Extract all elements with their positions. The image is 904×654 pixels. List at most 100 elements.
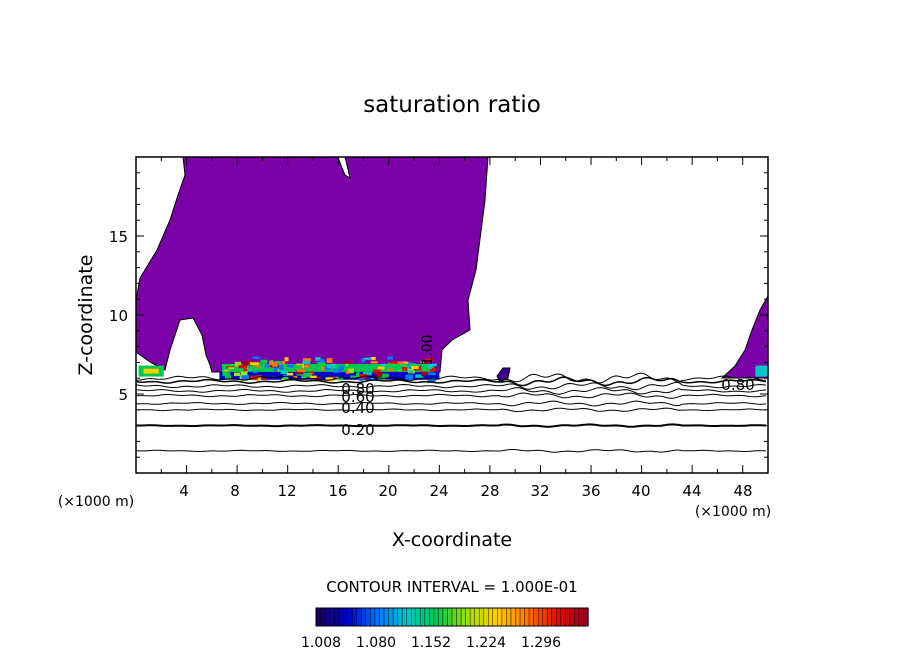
colorbar-swatch <box>370 607 376 627</box>
band-cell <box>228 367 235 370</box>
x-tick-label: 36 <box>581 482 600 500</box>
contour-label: 1.00 <box>420 334 436 365</box>
colorbar-swatch <box>442 607 449 627</box>
colorbar <box>315 607 589 627</box>
colorbar-swatch <box>510 607 517 627</box>
edge-band-right <box>755 365 768 377</box>
band-cell <box>362 371 372 376</box>
colorbar-swatch <box>365 607 372 627</box>
colorbar-swatch <box>388 607 394 627</box>
band-cell <box>370 361 378 364</box>
band-cell <box>233 372 241 377</box>
band-cell <box>373 369 381 374</box>
colorbar-swatch <box>574 607 580 627</box>
band-cell <box>280 370 288 375</box>
colorbar-swatch <box>379 607 385 627</box>
band-cell <box>419 376 424 379</box>
small-cell-blob <box>496 367 511 383</box>
band-cell <box>429 368 437 372</box>
colorbar-swatch <box>329 607 335 627</box>
x-tick-label: 8 <box>230 482 240 500</box>
cloud-layer-band <box>138 356 768 384</box>
colorbar-swatch <box>492 607 498 627</box>
band-cell <box>420 360 424 364</box>
band-cell <box>386 368 395 371</box>
x-tick-label: 48 <box>733 482 752 500</box>
colorbar-swatch <box>537 607 544 627</box>
colorbar-swatch <box>501 607 508 627</box>
band-cell <box>264 364 270 368</box>
colorbar-swatch <box>374 607 381 627</box>
band-cell <box>356 372 360 377</box>
band-cell <box>405 374 414 380</box>
band-cell <box>377 366 385 370</box>
band-cell <box>278 365 284 370</box>
colorbar-swatch <box>433 607 440 627</box>
contour-line <box>136 372 767 384</box>
band-cell <box>286 364 294 368</box>
contour-line <box>136 381 767 391</box>
band-cell <box>250 362 259 366</box>
band-cell <box>427 364 432 370</box>
chart-title: saturation ratio <box>363 92 541 118</box>
band-cell <box>248 360 253 363</box>
band-cell <box>387 362 395 365</box>
colorbar-swatch <box>415 607 421 627</box>
colorbar-swatch <box>465 607 471 627</box>
band-cell <box>425 357 433 362</box>
band-cell <box>428 372 437 376</box>
colorbar-swatch <box>497 607 503 627</box>
band-cell <box>347 368 355 374</box>
band-cell <box>258 377 268 380</box>
colorbar-frame <box>315 607 589 627</box>
band-cell <box>387 356 393 360</box>
colorbar-swatch <box>420 607 426 627</box>
band-cell <box>427 378 435 384</box>
band-cell <box>411 365 419 369</box>
band-cell <box>273 367 278 372</box>
band-cell <box>345 363 349 366</box>
colorbar-labels: 1.008 1.080 1.152 1.224 1.296 <box>301 635 561 651</box>
x-axis-title: X-coordinate <box>392 529 512 551</box>
band-cell <box>338 365 345 371</box>
band-cell <box>304 363 310 368</box>
colorbar-swatch <box>343 607 349 627</box>
band-cell <box>252 356 261 359</box>
x-tick-label: 44 <box>682 482 701 500</box>
colorbar-swatch <box>528 607 535 627</box>
colorbar-swatch <box>483 607 489 627</box>
band-cell <box>390 361 398 364</box>
band-cell <box>255 375 263 378</box>
colorbar-swatch <box>424 607 430 627</box>
colorbar-label: 1.008 <box>301 635 341 651</box>
colorbar-swatch <box>361 607 367 627</box>
colorbar-swatch <box>411 607 417 627</box>
band-cell <box>359 378 364 381</box>
colorbar-swatch <box>320 607 326 627</box>
band-cell <box>240 371 248 377</box>
band-cell <box>303 372 312 378</box>
band-cell <box>327 364 336 368</box>
band-cell <box>301 374 306 378</box>
band-cell <box>302 360 311 365</box>
colorbar-swatch <box>397 607 403 627</box>
colorbar-swatch <box>456 607 462 627</box>
colorbar-swatch <box>479 607 485 627</box>
x-tick-label: 12 <box>277 482 296 500</box>
contour-line <box>136 387 767 395</box>
colorbar-swatch <box>560 607 566 627</box>
colorbar-swatch <box>519 607 526 627</box>
colorbar-swatch <box>451 607 458 627</box>
colorbar-swatch <box>547 607 553 627</box>
colorbar-swatch <box>447 607 453 627</box>
colorbar-label: 1.224 <box>466 635 506 651</box>
band-cell <box>324 365 330 370</box>
band-cell <box>222 371 231 377</box>
band-cell <box>345 370 350 374</box>
edge-band-left-core <box>143 368 159 374</box>
contour-label: 0.20 <box>341 421 374 439</box>
x-tick-label: 28 <box>480 482 499 500</box>
band-base <box>219 371 440 380</box>
band-cell <box>294 365 303 370</box>
